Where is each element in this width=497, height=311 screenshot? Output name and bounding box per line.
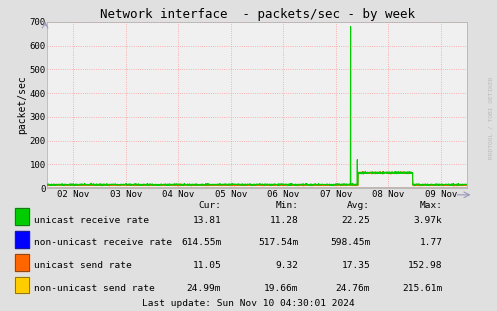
Text: 24.76m: 24.76m (336, 284, 370, 293)
Bar (15, 231, 29, 248)
Text: unicast receive rate: unicast receive rate (34, 216, 149, 225)
Text: 517.54m: 517.54m (258, 238, 298, 247)
Bar (15, 276, 29, 293)
Text: non-unicast send rate: non-unicast send rate (34, 284, 155, 293)
Text: 11.28: 11.28 (269, 216, 298, 225)
Y-axis label: packet/sec: packet/sec (17, 76, 27, 134)
Bar (15, 231, 29, 248)
Bar (15, 208, 29, 225)
Text: 152.98: 152.98 (408, 261, 442, 270)
Text: Cur:: Cur: (198, 201, 221, 210)
Text: 614.55m: 614.55m (181, 238, 221, 247)
Text: 598.45m: 598.45m (330, 238, 370, 247)
Bar (15, 276, 29, 293)
Bar (15, 254, 29, 271)
Text: Last update: Sun Nov 10 04:30:01 2024: Last update: Sun Nov 10 04:30:01 2024 (142, 299, 355, 308)
Text: Min:: Min: (275, 201, 298, 210)
Text: non-unicast receive rate: non-unicast receive rate (34, 238, 172, 247)
Text: Max:: Max: (419, 201, 442, 210)
Text: 19.66m: 19.66m (264, 284, 298, 293)
Text: 9.32: 9.32 (275, 261, 298, 270)
Text: Avg:: Avg: (347, 201, 370, 210)
Text: 215.61m: 215.61m (402, 284, 442, 293)
Text: 11.05: 11.05 (192, 261, 221, 270)
Text: 3.97k: 3.97k (414, 216, 442, 225)
Text: 24.99m: 24.99m (187, 284, 221, 293)
Bar (15, 208, 29, 225)
Text: 17.35: 17.35 (341, 261, 370, 270)
Text: 13.81: 13.81 (192, 216, 221, 225)
Text: unicast send rate: unicast send rate (34, 261, 132, 270)
Text: 1.77: 1.77 (419, 238, 442, 247)
Bar (15, 254, 29, 271)
Text: 22.25: 22.25 (341, 216, 370, 225)
Text: RRDTOOL / TOBI OETIKER: RRDTOOL / TOBI OETIKER (489, 77, 494, 160)
Title: Network interface  - packets/sec - by week: Network interface - packets/sec - by wee… (100, 7, 414, 21)
